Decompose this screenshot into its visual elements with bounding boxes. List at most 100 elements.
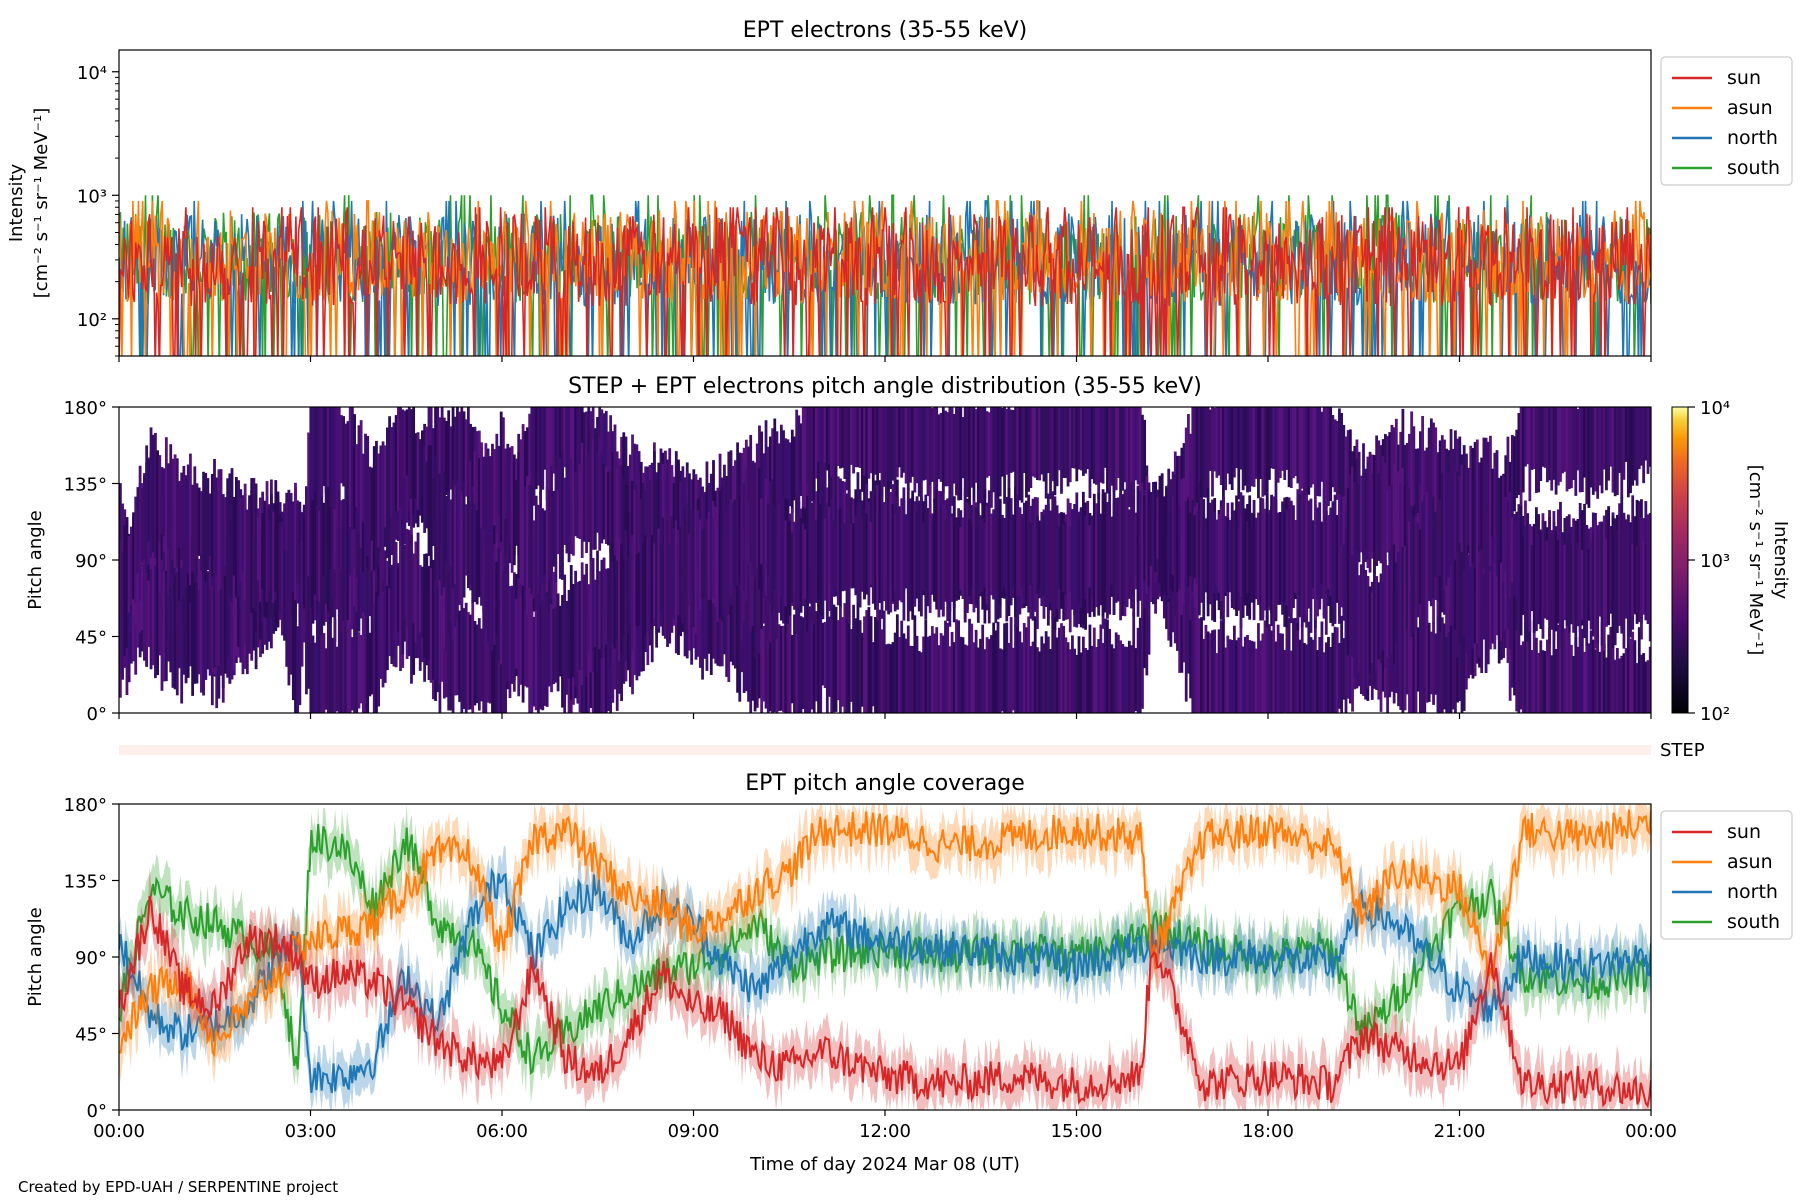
- pad-cell-south: [416, 433, 420, 510]
- pad-cell-sun: [1320, 621, 1324, 713]
- pad-cell-sun: [775, 604, 779, 713]
- pad-cell-south: [1373, 566, 1376, 685]
- pad-cell-asun: [456, 407, 459, 510]
- pad-cell-north: [569, 458, 573, 555]
- pad-cell-sun: [497, 625, 501, 713]
- pad-cell-sun: [1261, 633, 1265, 713]
- pad-cell-asun: [933, 407, 936, 503]
- pad-cell-sun: [825, 591, 829, 713]
- pad-cell-south: [1176, 484, 1179, 592]
- pad-cell-south: [1587, 549, 1591, 621]
- pad-cell-asun: [1232, 407, 1236, 478]
- pad-cell-south: [701, 528, 704, 599]
- coverage-series-group: [119, 804, 1651, 1110]
- pad-cell-north: [353, 606, 356, 713]
- pad-cell-south: [252, 485, 256, 609]
- pad-cell-asun: [167, 551, 170, 619]
- pad-cell-south: [648, 539, 652, 627]
- pad-cell-south: [119, 539, 122, 675]
- pad-cell-north: [753, 525, 757, 658]
- pad-cell-asun: [1320, 411, 1324, 482]
- pad-cell-south: [1042, 515, 1046, 597]
- pad-cell-north: [386, 586, 389, 671]
- pad-cell-asun: [970, 407, 974, 488]
- pad-cell-south: [337, 407, 341, 490]
- pad-cell-asun: [1565, 407, 1569, 492]
- pad-cell-asun: [1587, 407, 1591, 508]
- pad-cell-sun: [1211, 630, 1214, 713]
- pad-cell-south: [274, 525, 278, 592]
- pad-cell-sun: [1447, 620, 1451, 713]
- pad-cell-south: [1419, 529, 1422, 604]
- pad-cell-sun: [1456, 637, 1460, 703]
- pad-cell-sun: [1014, 624, 1017, 713]
- pad-cell-south: [530, 594, 534, 713]
- pad-cell-north: [1464, 542, 1468, 653]
- pad-cell-south: [946, 498, 950, 622]
- pad-cell-south: [876, 485, 880, 620]
- pad-cell-south: [1202, 514, 1206, 588]
- pad-cell-north: [390, 568, 394, 664]
- pad-cell-south: [1368, 586, 1372, 674]
- pad-cell-north: [256, 538, 260, 648]
- pad-cell-sun: [447, 590, 451, 711]
- pad-cell-south: [1018, 509, 1022, 596]
- pad-cell-asun: [1029, 407, 1033, 488]
- pad-cell-south: [197, 487, 201, 556]
- pad-cell-sun: [1521, 641, 1525, 713]
- pad-cell-sun: [1313, 619, 1317, 713]
- pad-cell-south: [657, 528, 661, 629]
- pad-cell-asun: [902, 407, 906, 473]
- pad-cell-sun: [1108, 628, 1112, 713]
- pad-cell-north: [755, 534, 759, 653]
- pad-cell-south: [217, 469, 221, 587]
- pad-cell-south: [688, 533, 691, 606]
- pad-cell-asun: [1066, 407, 1070, 487]
- pad-cell-asun: [1121, 407, 1125, 491]
- pad-cell-sun: [1027, 616, 1031, 713]
- pad-cell-sun: [779, 626, 783, 711]
- pad-cell-south: [913, 504, 917, 607]
- pad-cell-north: [607, 471, 610, 546]
- pad-cell-sun: [1068, 649, 1072, 713]
- pad-cell-south: [1195, 511, 1199, 584]
- pad-cell-south: [941, 503, 945, 615]
- pad-cell-south: [906, 487, 910, 622]
- pad-cell-south: [1436, 481, 1440, 602]
- pad-cell-south: [154, 432, 157, 558]
- pad-cell-asun: [532, 407, 536, 506]
- pad-cell-south: [1053, 496, 1057, 618]
- pad-cell-north: [440, 551, 444, 682]
- pad-cell-asun: [1342, 425, 1346, 524]
- pad-cell-south: [617, 538, 621, 661]
- pad-cell-asun: [1103, 407, 1107, 468]
- pad-cell-south: [359, 420, 363, 548]
- pad-cell-north: [445, 553, 448, 651]
- legend-label-north: north: [1727, 881, 1778, 903]
- pad-cell-north: [1353, 482, 1357, 571]
- pad-cell-asun: [952, 414, 956, 484]
- pad-cell-south: [1077, 515, 1081, 604]
- pad-cell-sun: [493, 607, 497, 713]
- pad-cell-asun: [1346, 430, 1350, 538]
- legend-label-sun: sun: [1727, 821, 1761, 843]
- pad-cell-sun: [477, 618, 481, 711]
- pad-cell-asun: [326, 485, 330, 592]
- pad-cell-south: [1086, 500, 1090, 614]
- pad-cell-asun: [1025, 407, 1028, 498]
- pad-cell-south: [1219, 506, 1223, 602]
- pad-cell-south: [843, 523, 847, 591]
- pad-cell-south: [1344, 528, 1348, 649]
- pad-cell-asun: [1230, 407, 1234, 490]
- pad-cell-asun: [1033, 407, 1037, 478]
- pad-cell-south: [1499, 484, 1503, 563]
- pad-cell-south: [1162, 496, 1166, 567]
- pad-cell-south: [847, 488, 851, 624]
- pad-cell-north: [670, 465, 674, 564]
- pad-cell-sun: [976, 647, 980, 713]
- pad-cell-south: [637, 552, 641, 626]
- pad-cell-south: [1020, 516, 1024, 590]
- pad-cell-south: [898, 506, 901, 601]
- pad-cell-sun: [854, 618, 858, 713]
- pad-cell-sun: [462, 608, 466, 709]
